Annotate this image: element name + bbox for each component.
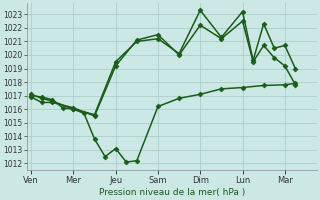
X-axis label: Pression niveau de la mer( hPa ): Pression niveau de la mer( hPa ) — [99, 188, 245, 197]
